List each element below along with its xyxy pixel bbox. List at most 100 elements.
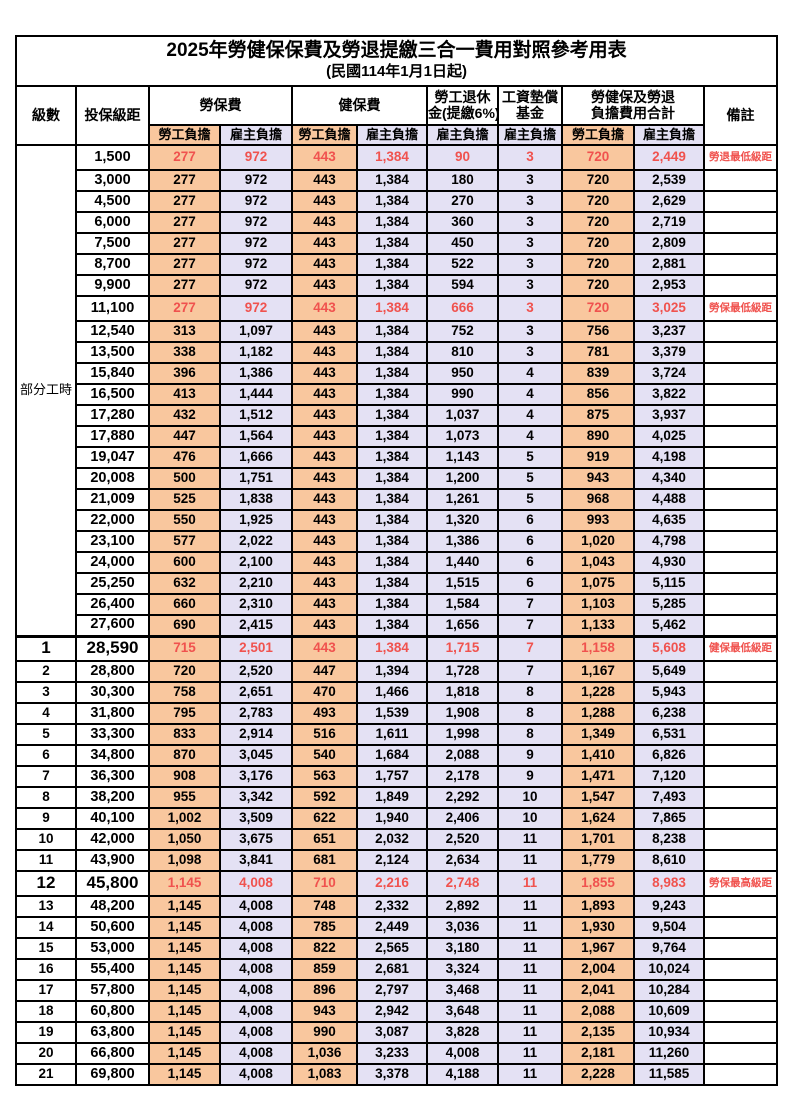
labor-employer-cell: 972 [219, 274, 293, 297]
salary-cell: 13,500 [75, 341, 150, 364]
pension-employer-cell: 4,188 [426, 1063, 499, 1086]
labor-employer-cell: 2,415 [219, 614, 293, 637]
remark-cell [702, 551, 779, 574]
table-row: 21 69,800 1,145 4,008 1,083 3,378 4,188 11 2,228… [15, 1063, 779, 1086]
labor-employee-cell: 1,145 [148, 1063, 221, 1086]
remark-cell [702, 572, 779, 595]
health-employee-cell: 822 [291, 937, 358, 960]
total-employer-cell: 5,462 [633, 614, 705, 637]
pension-employer-cell: 3,468 [426, 979, 499, 1002]
total-employee-cell: 2,041 [561, 979, 635, 1002]
labor-employee-cell: 277 [148, 274, 221, 297]
salary-cell: 30,300 [75, 681, 150, 704]
total-employer-cell: 2,881 [633, 253, 705, 276]
salary-cell: 45,800 [75, 870, 150, 897]
labor-employee-cell: 550 [148, 509, 221, 532]
health-employer-cell: 1,384 [356, 488, 428, 511]
labor-employer-cell: 972 [219, 190, 293, 213]
pension-employer-cell: 1,143 [426, 446, 499, 469]
pension-employer-cell: 752 [426, 320, 499, 343]
labor-employee-cell: 277 [148, 144, 221, 171]
health-employer-cell: 1,384 [356, 404, 428, 427]
health-employee-cell: 651 [291, 828, 358, 851]
health-employee-cell: 896 [291, 979, 358, 1002]
level-cell: 17 [15, 979, 77, 1002]
total-employee-cell: 943 [561, 467, 635, 490]
total-employer-cell: 8,610 [633, 849, 705, 872]
total-employer-cell: 3,724 [633, 362, 705, 385]
total-employer-cell: 2,719 [633, 211, 705, 234]
table-row: 8,700 277 972 443 1,384 522 3 720 2,881 [16, 253, 779, 276]
wage-fund-employer-cell: 3 [497, 274, 563, 297]
labor-employee-cell: 525 [148, 488, 221, 511]
remark-cell [702, 190, 779, 213]
wage-fund-employer-cell: 4 [497, 404, 563, 427]
pension-employer-cell: 1,728 [426, 660, 499, 683]
health-employee-cell: 443 [291, 383, 358, 406]
health-employer-cell: 1,539 [356, 702, 428, 725]
health-employee-cell: 443 [291, 572, 358, 595]
wage-fund-employer-cell: 6 [497, 551, 563, 574]
remark-cell [702, 211, 779, 234]
labor-employee-cell: 413 [148, 383, 221, 406]
total-employee-cell: 1,893 [561, 895, 635, 918]
total-employer-cell: 6,826 [633, 744, 705, 767]
total-employer-cell: 3,822 [633, 383, 705, 406]
total-employer-cell: 2,809 [633, 232, 705, 255]
labor-employee-cell: 1,050 [148, 828, 221, 851]
health-employer-cell: 1,384 [356, 341, 428, 364]
table-row: 4 31,800 795 2,783 493 1,539 1,908 8 1,288 6,238 [15, 702, 779, 725]
labor-employer-cell: 2,210 [219, 572, 293, 595]
wage-fund-employer-cell: 4 [497, 425, 563, 448]
total-employer-cell: 11,585 [633, 1063, 705, 1086]
wage-fund-employer-cell: 8 [497, 681, 563, 704]
total-employer-cell: 8,983 [633, 870, 705, 897]
wage-fund-employer-cell: 3 [497, 211, 563, 234]
remark-cell [702, 383, 779, 406]
health-employee-cell: 443 [291, 593, 358, 616]
total-employer-cell: 5,285 [633, 593, 705, 616]
remark-cell [702, 446, 779, 469]
labor-employer-cell: 2,100 [219, 551, 293, 574]
pension-employer-cell: 950 [426, 362, 499, 385]
wage-fund-employer-cell: 11 [497, 958, 563, 981]
health-employer-cell: 1,384 [356, 614, 428, 637]
remark-cell [702, 404, 779, 427]
labor-employee-cell: 720 [148, 660, 221, 683]
table-row: 24,000 600 2,100 443 1,384 1,440 6 1,043 4,930 [16, 551, 779, 574]
total-employer-cell: 3,937 [633, 404, 705, 427]
labor-employer-cell: 4,008 [219, 1000, 293, 1023]
health-employee-cell: 443 [291, 341, 358, 364]
total-employee-cell: 720 [561, 232, 635, 255]
pension-employer-cell: 1,715 [426, 634, 499, 662]
remark-cell [702, 765, 779, 788]
table-row: 14 50,600 1,145 4,008 785 2,449 3,036 11 1,930 9,… [15, 916, 779, 939]
labor-employee-cell: 1,145 [148, 979, 221, 1002]
labor-employer-cell: 4,008 [219, 1042, 293, 1065]
total-employee-cell: 720 [561, 295, 635, 322]
level-cell: 11 [15, 849, 77, 872]
labor-employee-cell: 277 [148, 169, 221, 192]
remark-cell [702, 362, 779, 385]
salary-cell: 11,100 [75, 295, 150, 322]
pension-employer-cell: 2,406 [426, 807, 499, 830]
salary-cell: 53,000 [75, 937, 150, 960]
labor-employer-cell: 2,914 [219, 723, 293, 746]
labor-employer-cell: 1,386 [219, 362, 293, 385]
total-employee-cell: 2,135 [561, 1021, 635, 1044]
table-row: 13,500 338 1,182 443 1,384 810 3 781 3,379 [16, 341, 779, 364]
labor-employer-cell: 2,501 [219, 634, 293, 662]
pension-employer-cell: 1,037 [426, 404, 499, 427]
pension-employer-cell: 1,073 [426, 425, 499, 448]
labor-employee-cell: 277 [148, 253, 221, 276]
wage-fund-employer-cell: 7 [497, 660, 563, 683]
labor-employer-cell: 2,310 [219, 593, 293, 616]
pension-employer-cell: 1,200 [426, 467, 499, 490]
salary-cell: 42,000 [75, 828, 150, 851]
wage-fund-employer-cell: 11 [497, 849, 563, 872]
labor-employee-cell: 1,145 [148, 895, 221, 918]
table-row: 9 40,100 1,002 3,509 622 1,940 2,406 10 1,624 7,8… [15, 807, 779, 830]
total-employee-cell: 1,967 [561, 937, 635, 960]
remark-cell [702, 253, 779, 276]
labor-employee-cell: 1,145 [148, 1042, 221, 1065]
